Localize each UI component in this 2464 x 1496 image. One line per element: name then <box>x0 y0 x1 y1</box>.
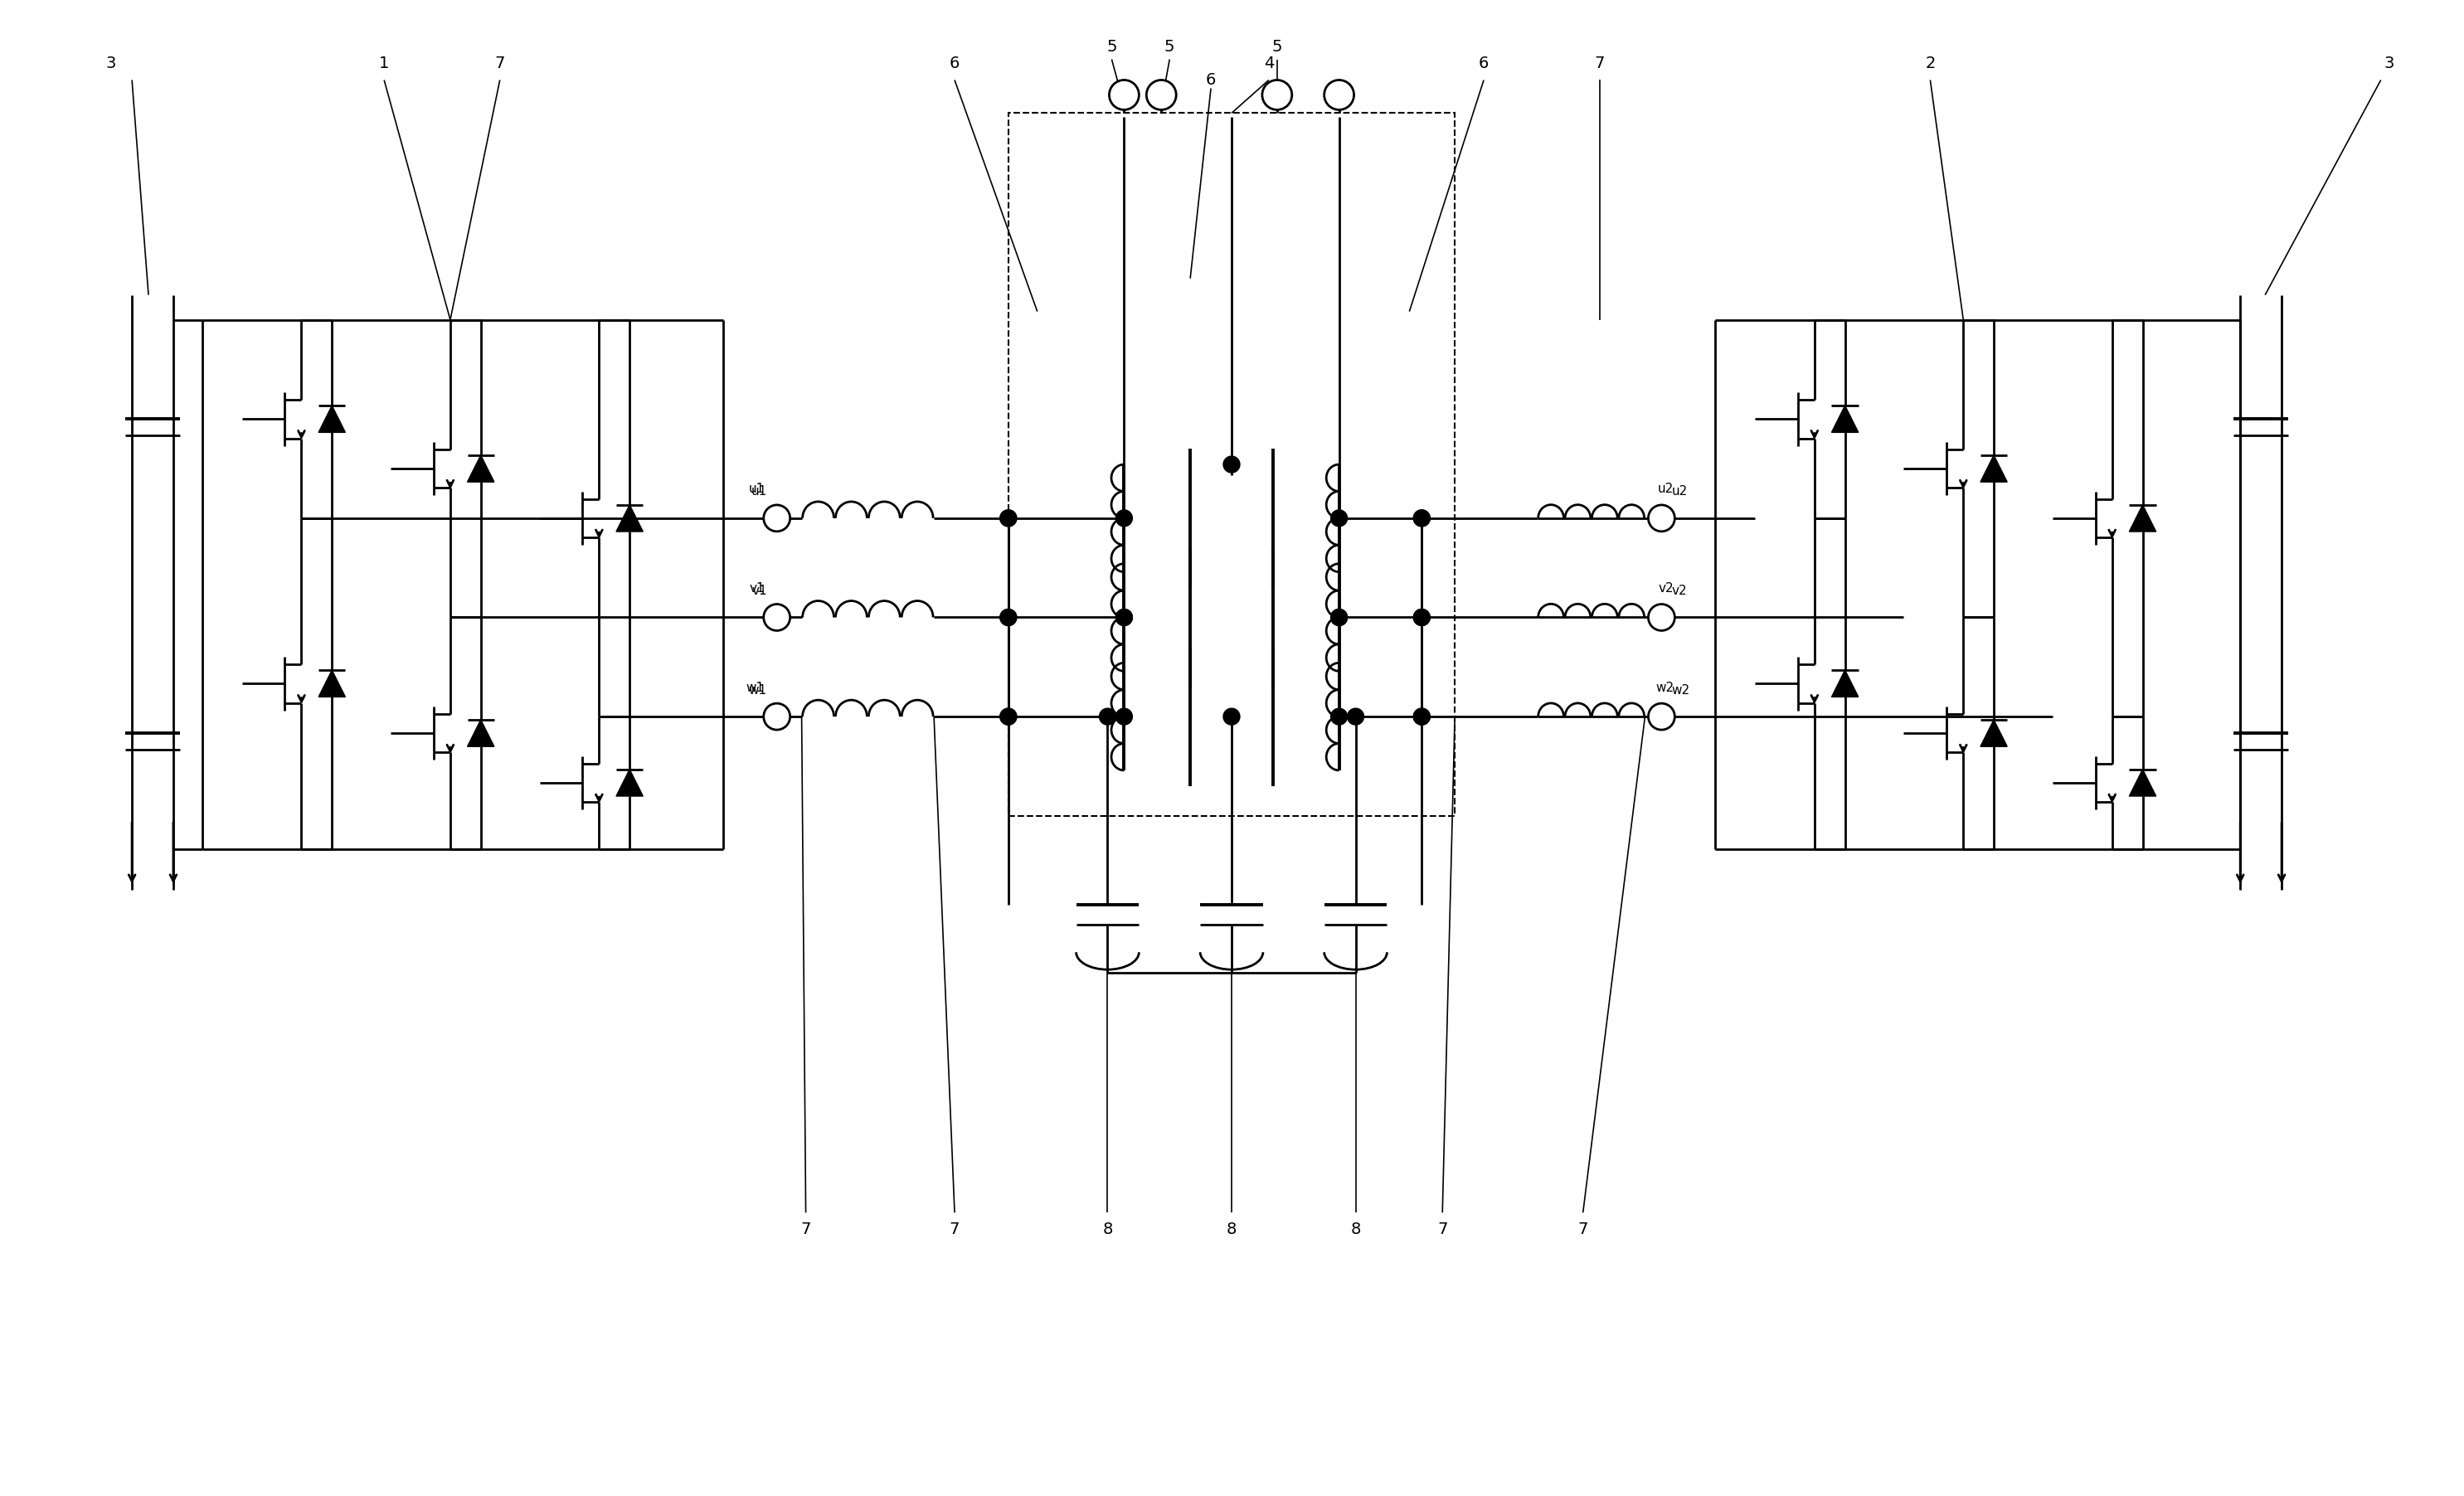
Text: u1: u1 <box>749 483 764 495</box>
Polygon shape <box>318 405 345 432</box>
Circle shape <box>1116 510 1133 527</box>
Text: 8: 8 <box>1227 1221 1237 1237</box>
Text: v2: v2 <box>1671 585 1688 597</box>
Text: u2: u2 <box>1658 483 1673 495</box>
Polygon shape <box>1981 455 2008 482</box>
Text: 7: 7 <box>1594 55 1604 72</box>
Polygon shape <box>2129 504 2156 531</box>
Text: 5: 5 <box>1106 39 1116 55</box>
Polygon shape <box>1981 720 2008 747</box>
Circle shape <box>1648 506 1676 531</box>
Circle shape <box>1414 708 1429 726</box>
Polygon shape <box>1831 670 1858 697</box>
Text: 1: 1 <box>379 55 389 72</box>
Circle shape <box>1414 510 1429 527</box>
Text: 2: 2 <box>1924 55 1934 72</box>
Circle shape <box>1000 708 1018 726</box>
Text: 6: 6 <box>1205 72 1217 88</box>
Text: 3: 3 <box>106 55 116 72</box>
Circle shape <box>764 506 791 531</box>
Polygon shape <box>1831 405 1858 432</box>
Circle shape <box>1000 708 1018 726</box>
Circle shape <box>1414 609 1429 625</box>
Circle shape <box>1323 79 1353 109</box>
Text: 5: 5 <box>1165 39 1175 55</box>
Text: 6: 6 <box>949 55 961 72</box>
Circle shape <box>1099 708 1116 726</box>
Circle shape <box>1222 708 1239 726</box>
Text: w1: w1 <box>747 682 764 694</box>
Circle shape <box>1648 604 1676 631</box>
Circle shape <box>1648 703 1676 730</box>
Text: w2: w2 <box>1656 682 1673 694</box>
Circle shape <box>1331 708 1348 726</box>
Circle shape <box>1000 510 1018 527</box>
Circle shape <box>1414 510 1429 527</box>
Text: 3: 3 <box>2385 55 2395 72</box>
Text: 4: 4 <box>1264 55 1274 72</box>
Circle shape <box>1000 609 1018 625</box>
Circle shape <box>1146 79 1175 109</box>
Text: v1: v1 <box>749 582 764 595</box>
Circle shape <box>1414 708 1429 726</box>
Text: 8: 8 <box>1101 1221 1114 1237</box>
Text: v2: v2 <box>1658 582 1673 595</box>
Text: 6: 6 <box>1478 55 1488 72</box>
Text: 7: 7 <box>949 1221 961 1237</box>
Circle shape <box>1331 510 1348 527</box>
Text: w1: w1 <box>749 684 766 696</box>
Text: w2: w2 <box>1671 684 1690 696</box>
Circle shape <box>1116 609 1133 625</box>
Circle shape <box>1331 609 1348 625</box>
Circle shape <box>764 703 791 730</box>
Bar <box>1008 114 1454 815</box>
Polygon shape <box>2129 769 2156 796</box>
Circle shape <box>1348 708 1365 726</box>
Text: 7: 7 <box>495 55 505 72</box>
Polygon shape <box>318 670 345 697</box>
Circle shape <box>764 604 791 631</box>
Polygon shape <box>616 769 643 796</box>
Text: v1: v1 <box>752 585 766 597</box>
Text: u2: u2 <box>1671 486 1688 498</box>
Circle shape <box>1331 609 1348 625</box>
Polygon shape <box>468 720 495 747</box>
Circle shape <box>1109 79 1138 109</box>
Text: 5: 5 <box>1271 39 1281 55</box>
Circle shape <box>1116 708 1133 726</box>
Polygon shape <box>468 455 495 482</box>
Polygon shape <box>616 504 643 531</box>
Circle shape <box>1000 609 1018 625</box>
Text: 7: 7 <box>801 1221 811 1237</box>
Circle shape <box>1222 456 1239 473</box>
Text: u1: u1 <box>752 486 766 498</box>
Text: 7: 7 <box>1437 1221 1446 1237</box>
Circle shape <box>1262 79 1291 109</box>
Circle shape <box>1000 510 1018 527</box>
Circle shape <box>1116 609 1133 625</box>
Circle shape <box>1414 609 1429 625</box>
Text: 7: 7 <box>1577 1221 1589 1237</box>
Text: 8: 8 <box>1350 1221 1360 1237</box>
